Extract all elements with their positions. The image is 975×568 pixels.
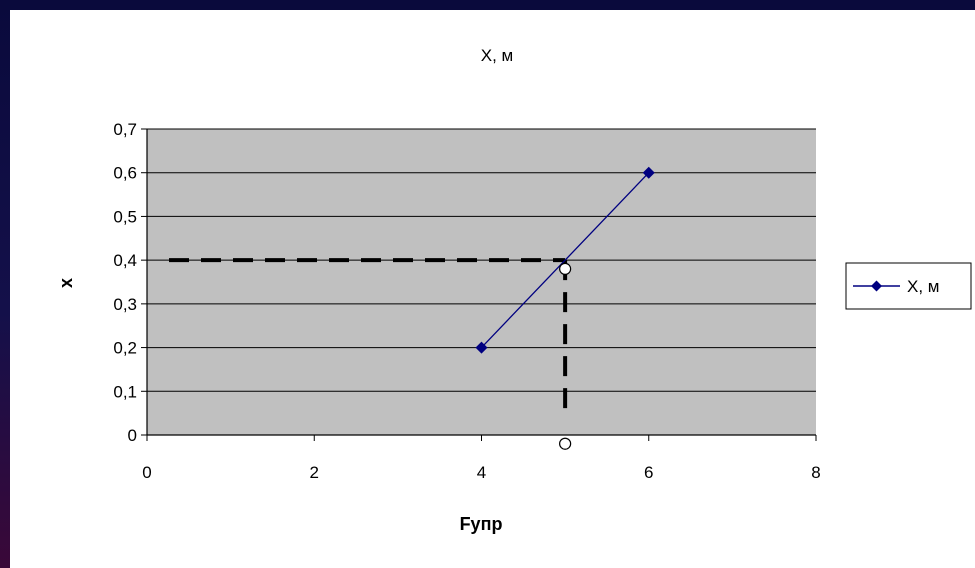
data-point-0-1 <box>642 166 655 179</box>
y-tick-label-3: 0,3 <box>113 295 137 314</box>
grid-layer <box>147 128 816 392</box>
x-tick-label-4: 8 <box>811 463 820 482</box>
y-tick-label-0: 0 <box>128 426 137 445</box>
x-axis-label: Fупр <box>460 514 503 534</box>
y-axis-label: x <box>56 278 76 288</box>
y-tick-label-1: 0,1 <box>113 382 137 401</box>
y-tick-label-2: 0,2 <box>113 339 137 358</box>
open-circle-marker-0 <box>559 262 572 275</box>
y-tick-label-6: 0,6 <box>113 164 137 183</box>
series-layer <box>475 166 655 450</box>
x-tick-label-0: 0 <box>142 463 151 482</box>
series-line-0 <box>481 172 650 349</box>
chart-title: X, м <box>481 46 513 65</box>
legend-series-label: X, м <box>907 277 939 296</box>
legend: X, м <box>845 262 972 310</box>
x-tick-label-3: 6 <box>644 463 653 482</box>
legend-series-marker <box>871 280 882 292</box>
y-tick-label-5: 0,5 <box>113 207 137 226</box>
data-point-0-0 <box>475 341 488 354</box>
plot-area <box>147 129 816 435</box>
x-tick-label-2: 4 <box>477 463 486 482</box>
open-circle-marker-1 <box>559 437 572 450</box>
y-tick-label-4: 0,4 <box>113 251 137 270</box>
axes-layer <box>141 128 817 441</box>
y-tick-labels: 0 0,1 0,2 0,3 0,4 0,5 0,6 0,7 <box>113 120 137 445</box>
chart-panel: X, м 0 0,1 0,2 0,3 0,4 0,5 0,6 0,7 0 2 4 6 8 Fупр x… <box>10 10 975 568</box>
y-tick-label-7: 0,7 <box>113 120 137 139</box>
x-tick-labels: 0 2 4 6 8 <box>142 463 820 482</box>
annotation-layer <box>169 258 568 419</box>
chart-svg: X, м 0 0,1 0,2 0,3 0,4 0,5 0,6 0,7 0 2 4 6 8 Fупр x… <box>56 46 972 534</box>
x-tick-label-1: 2 <box>310 463 319 482</box>
